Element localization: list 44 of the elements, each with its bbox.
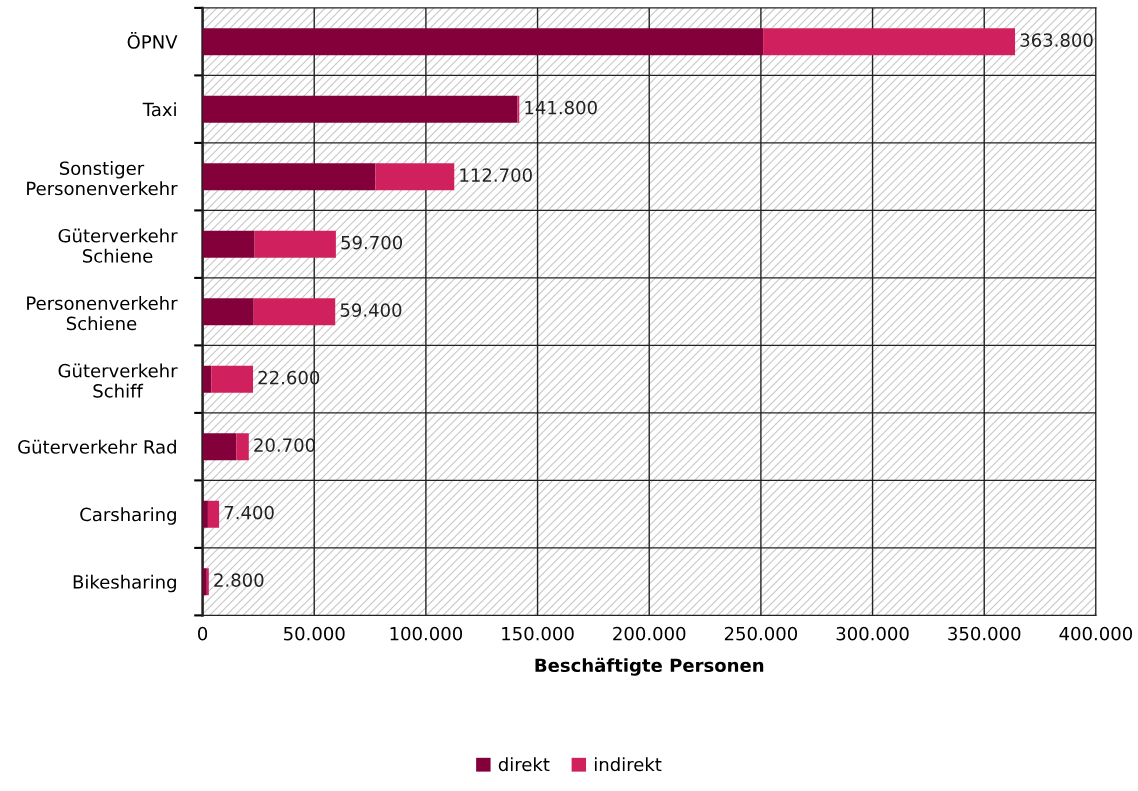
x-tick-label: 50.000	[284, 626, 345, 641]
x-tick-label: 400.000	[1059, 626, 1133, 641]
bar	[254, 230, 336, 258]
x-tick-label: 300.000	[836, 626, 909, 641]
y-tick-label: Güterverkehr Schiene	[58, 228, 178, 263]
bar	[375, 163, 455, 191]
y-tick-label: ÖPNV	[127, 32, 178, 49]
total-label: 2.800	[214, 573, 264, 587]
y-tick-label: Güterverkehr Schiff	[58, 363, 178, 398]
legend-label: direkt	[498, 757, 550, 772]
total-label: 363.800	[1020, 33, 1093, 47]
y-tick-label: Bikesharing	[73, 574, 176, 593]
bar	[202, 433, 237, 461]
bar	[202, 28, 764, 56]
bar	[202, 95, 518, 123]
y-tick-label: Güterverkehr Rad	[18, 439, 176, 454]
y-tick-label: Taxi	[142, 102, 176, 117]
bar	[211, 365, 254, 393]
total-label: 59.700	[341, 235, 403, 250]
y-tick-label: Sonstiger Personenverkehr	[27, 161, 178, 196]
x-tick-label: 200.000	[613, 626, 686, 641]
bar	[206, 568, 209, 596]
bar	[202, 298, 254, 326]
x-tick-label: 350.000	[948, 626, 1021, 641]
x-tick-label: 100.000	[390, 626, 463, 641]
bar	[202, 500, 208, 528]
bar	[202, 163, 376, 191]
y-tick-label: Personenverkehr Schiene	[27, 296, 178, 331]
bar	[202, 230, 255, 258]
y-tick-label: Carsharing	[80, 507, 176, 525]
x-tick-label: 0	[198, 626, 208, 641]
x-tick-label: 250.000	[724, 626, 798, 641]
bar	[253, 298, 336, 326]
total-label: 59.400	[340, 303, 402, 317]
total-label: 7.400	[224, 505, 274, 520]
legend-label: indirekt	[594, 757, 662, 772]
x-axis-title: Beschäftigte Personen	[535, 657, 764, 676]
x-tick-label: 150.000	[502, 626, 574, 641]
bar	[202, 568, 207, 596]
bar	[236, 433, 249, 461]
bar	[202, 365, 212, 393]
bar	[763, 28, 1016, 56]
total-label: 112.700	[460, 168, 532, 182]
bar	[207, 500, 220, 528]
